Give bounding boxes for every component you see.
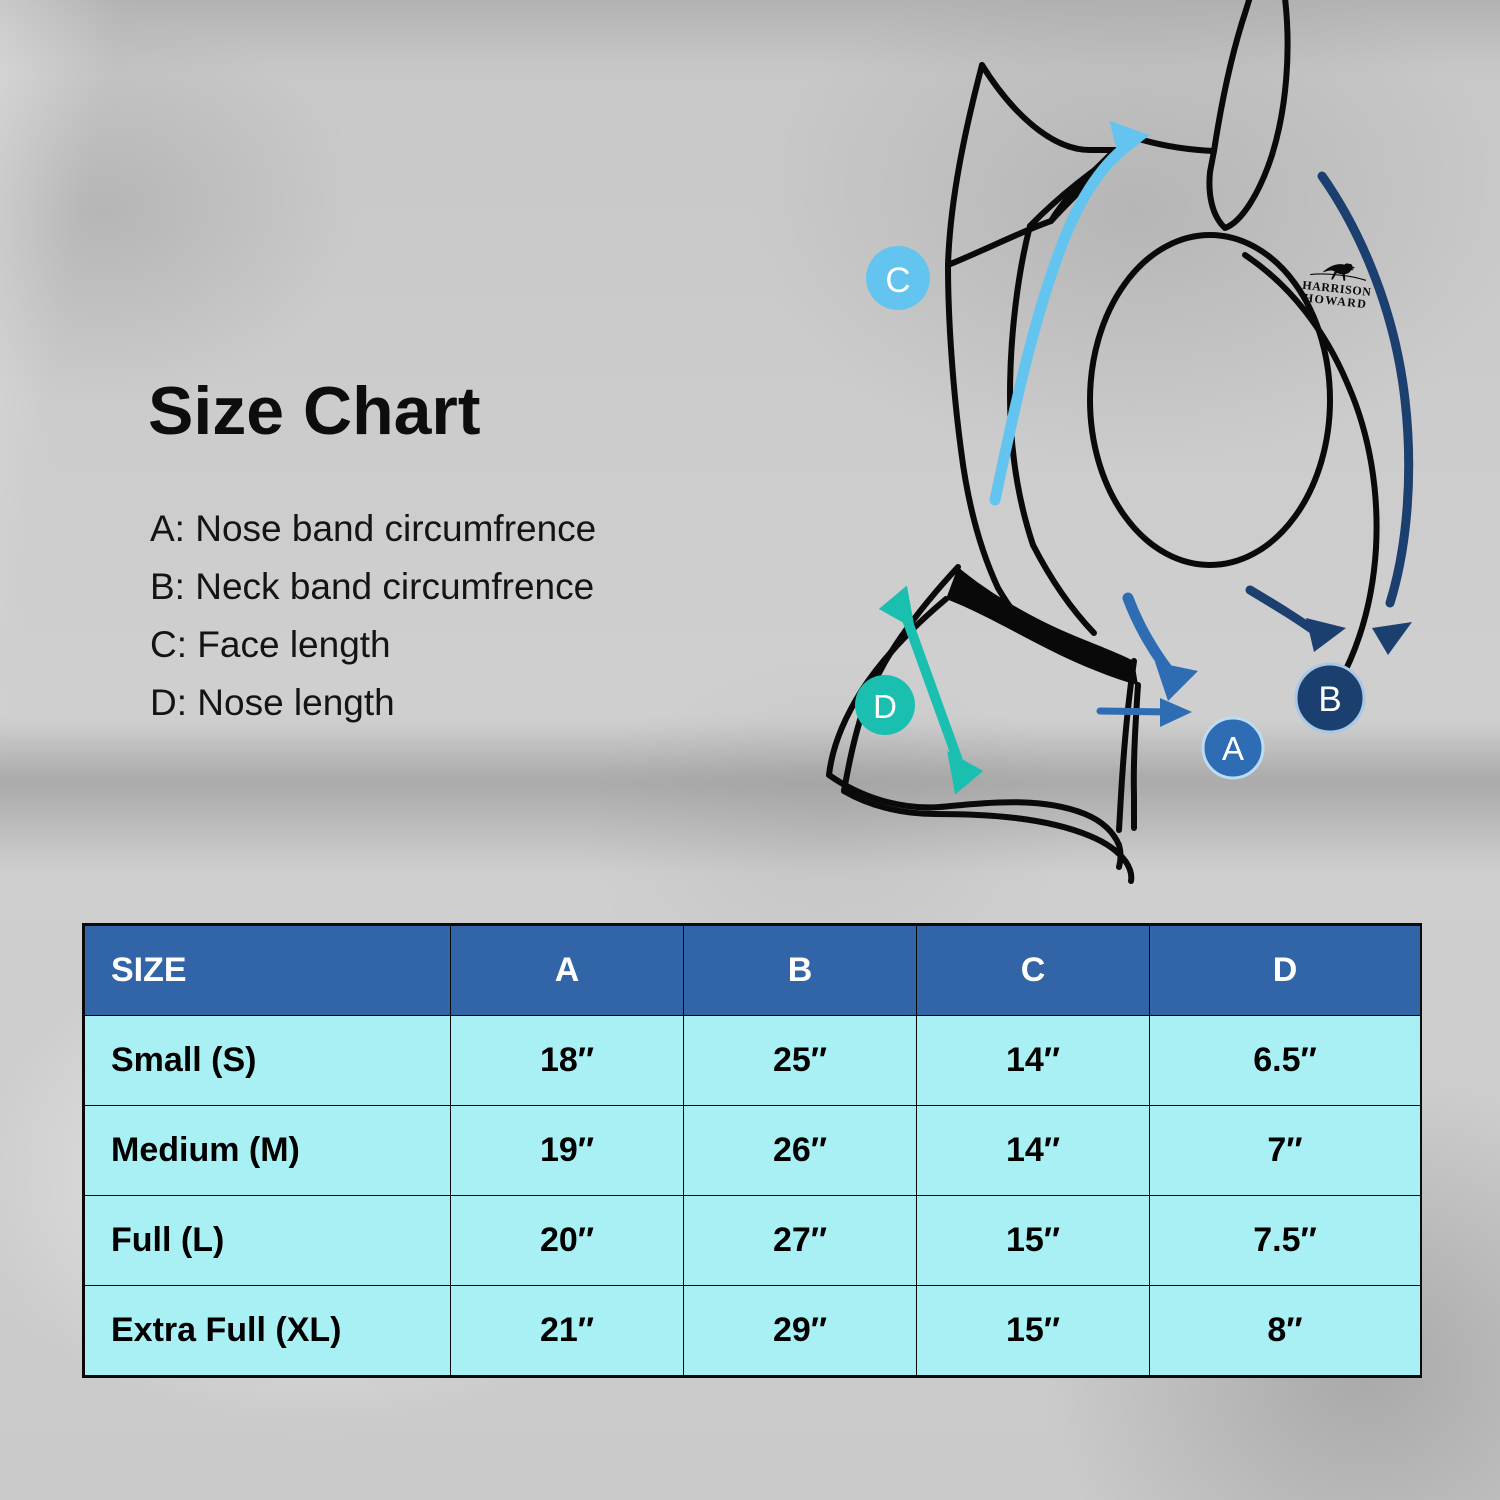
svg-text:C: C [885, 261, 910, 300]
svg-text:D: D [873, 688, 897, 725]
svg-text:A: A [1222, 730, 1244, 767]
svg-text:B: B [1318, 680, 1341, 719]
